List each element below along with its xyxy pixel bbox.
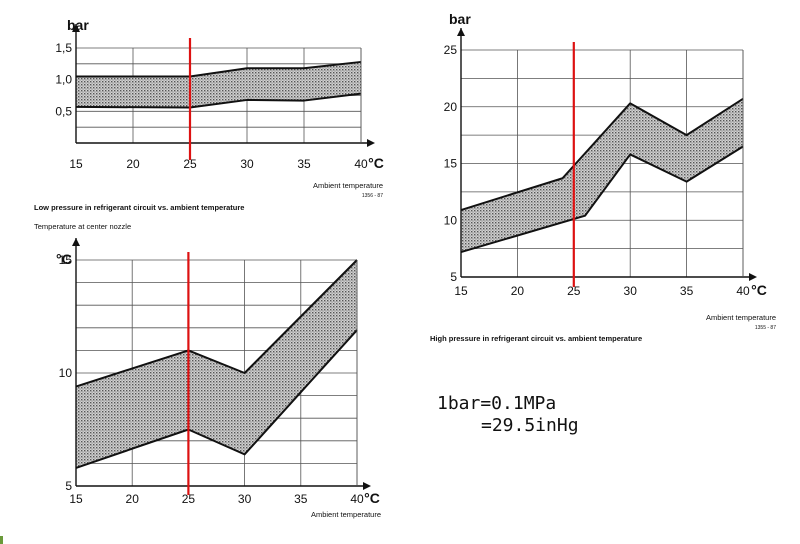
y-unit-label: bar [449, 11, 471, 27]
x-tick-label: 15 [69, 157, 83, 171]
x-tick-label: 30 [624, 284, 638, 298]
nozzle-temp-title: Temperature at center nozzle [34, 222, 131, 231]
x-tick-label: 25 [567, 284, 581, 298]
y-unit-label: bar [67, 17, 89, 33]
range-band [461, 98, 743, 253]
x-tick-label: 30 [238, 492, 252, 506]
x-axis-caption: Ambient temperature [313, 181, 383, 190]
y-tick-label: 15 [444, 157, 458, 171]
upper-limit-line [75, 259, 358, 388]
upper-limit-line [460, 97, 744, 211]
y-tick-label: 1,0 [55, 73, 72, 87]
y-tick-label: 10 [59, 366, 73, 380]
conversion-line-2: =29.5inHg [481, 415, 579, 436]
corner-mark [0, 536, 3, 544]
x-tick-label: 20 [126, 492, 140, 506]
x-tick-label: 30 [240, 157, 254, 171]
low-pressure-title: Low pressure in refrigerant circuit vs. … [34, 203, 244, 212]
x-axis-caption: Ambient temperature [311, 510, 381, 519]
y-tick-label: 10 [444, 213, 458, 227]
high-pressure-chart: 15 20 25 30 35 40 5 10 15 20 25 bar °C Ambient temper… [444, 11, 777, 331]
lower-limit-line [75, 329, 358, 469]
y-tick-label: 15 [59, 253, 73, 267]
x-tick-label: 20 [126, 157, 140, 171]
low-pressure-chart: 15 20 25 30 35 40 0,5 1,0 1,5 bar °C Ambient temper… [55, 17, 384, 199]
y-axis-arrow [72, 24, 80, 32]
x-unit-label: °C [751, 282, 767, 298]
y-tick-label: 25 [444, 43, 458, 57]
y-axis-arrow [72, 238, 80, 246]
x-unit-label: °C [368, 155, 384, 171]
x-tick-label: 15 [69, 492, 83, 506]
x-tick-label: 40 [350, 492, 364, 506]
y-tick-label: 1,5 [55, 41, 72, 55]
y-tick-label: 20 [444, 100, 458, 114]
range-band [76, 260, 357, 468]
figure-code: 1355 - 87 [755, 325, 776, 331]
x-axis-arrow [367, 139, 375, 147]
upper-limit-line [76, 60, 362, 78]
x-tick-label: 15 [454, 284, 468, 298]
y-tick-label: 5 [65, 479, 72, 493]
lower-limit-line [75, 92, 362, 109]
x-tick-label: 25 [182, 492, 196, 506]
x-tick-label: 40 [354, 157, 368, 171]
conversion-line-1: 1bar=0.1MPa [437, 393, 556, 414]
x-tick-label: 35 [680, 284, 694, 298]
x-axis-caption: Ambient temperature [706, 313, 776, 322]
x-tick-label: 35 [297, 157, 311, 171]
y-unit-label: °C [56, 251, 72, 267]
x-tick-label: 25 [183, 157, 197, 171]
high-pressure-title: High pressure in refrigerant circuit vs.… [430, 334, 642, 343]
x-tick-label: 35 [294, 492, 308, 506]
lower-limit-line [460, 145, 744, 253]
x-axis-arrow [749, 273, 757, 281]
x-tick-label: 40 [736, 284, 750, 298]
x-tick-label: 20 [511, 284, 525, 298]
y-axis-arrow [457, 28, 465, 36]
y-tick-label: 5 [450, 270, 457, 284]
x-unit-label: °C [364, 490, 380, 506]
x-axis-arrow [363, 482, 371, 490]
range-band [76, 61, 361, 108]
figure-code: 1356 - 87 [362, 193, 383, 199]
y-tick-label: 0,5 [55, 104, 72, 118]
